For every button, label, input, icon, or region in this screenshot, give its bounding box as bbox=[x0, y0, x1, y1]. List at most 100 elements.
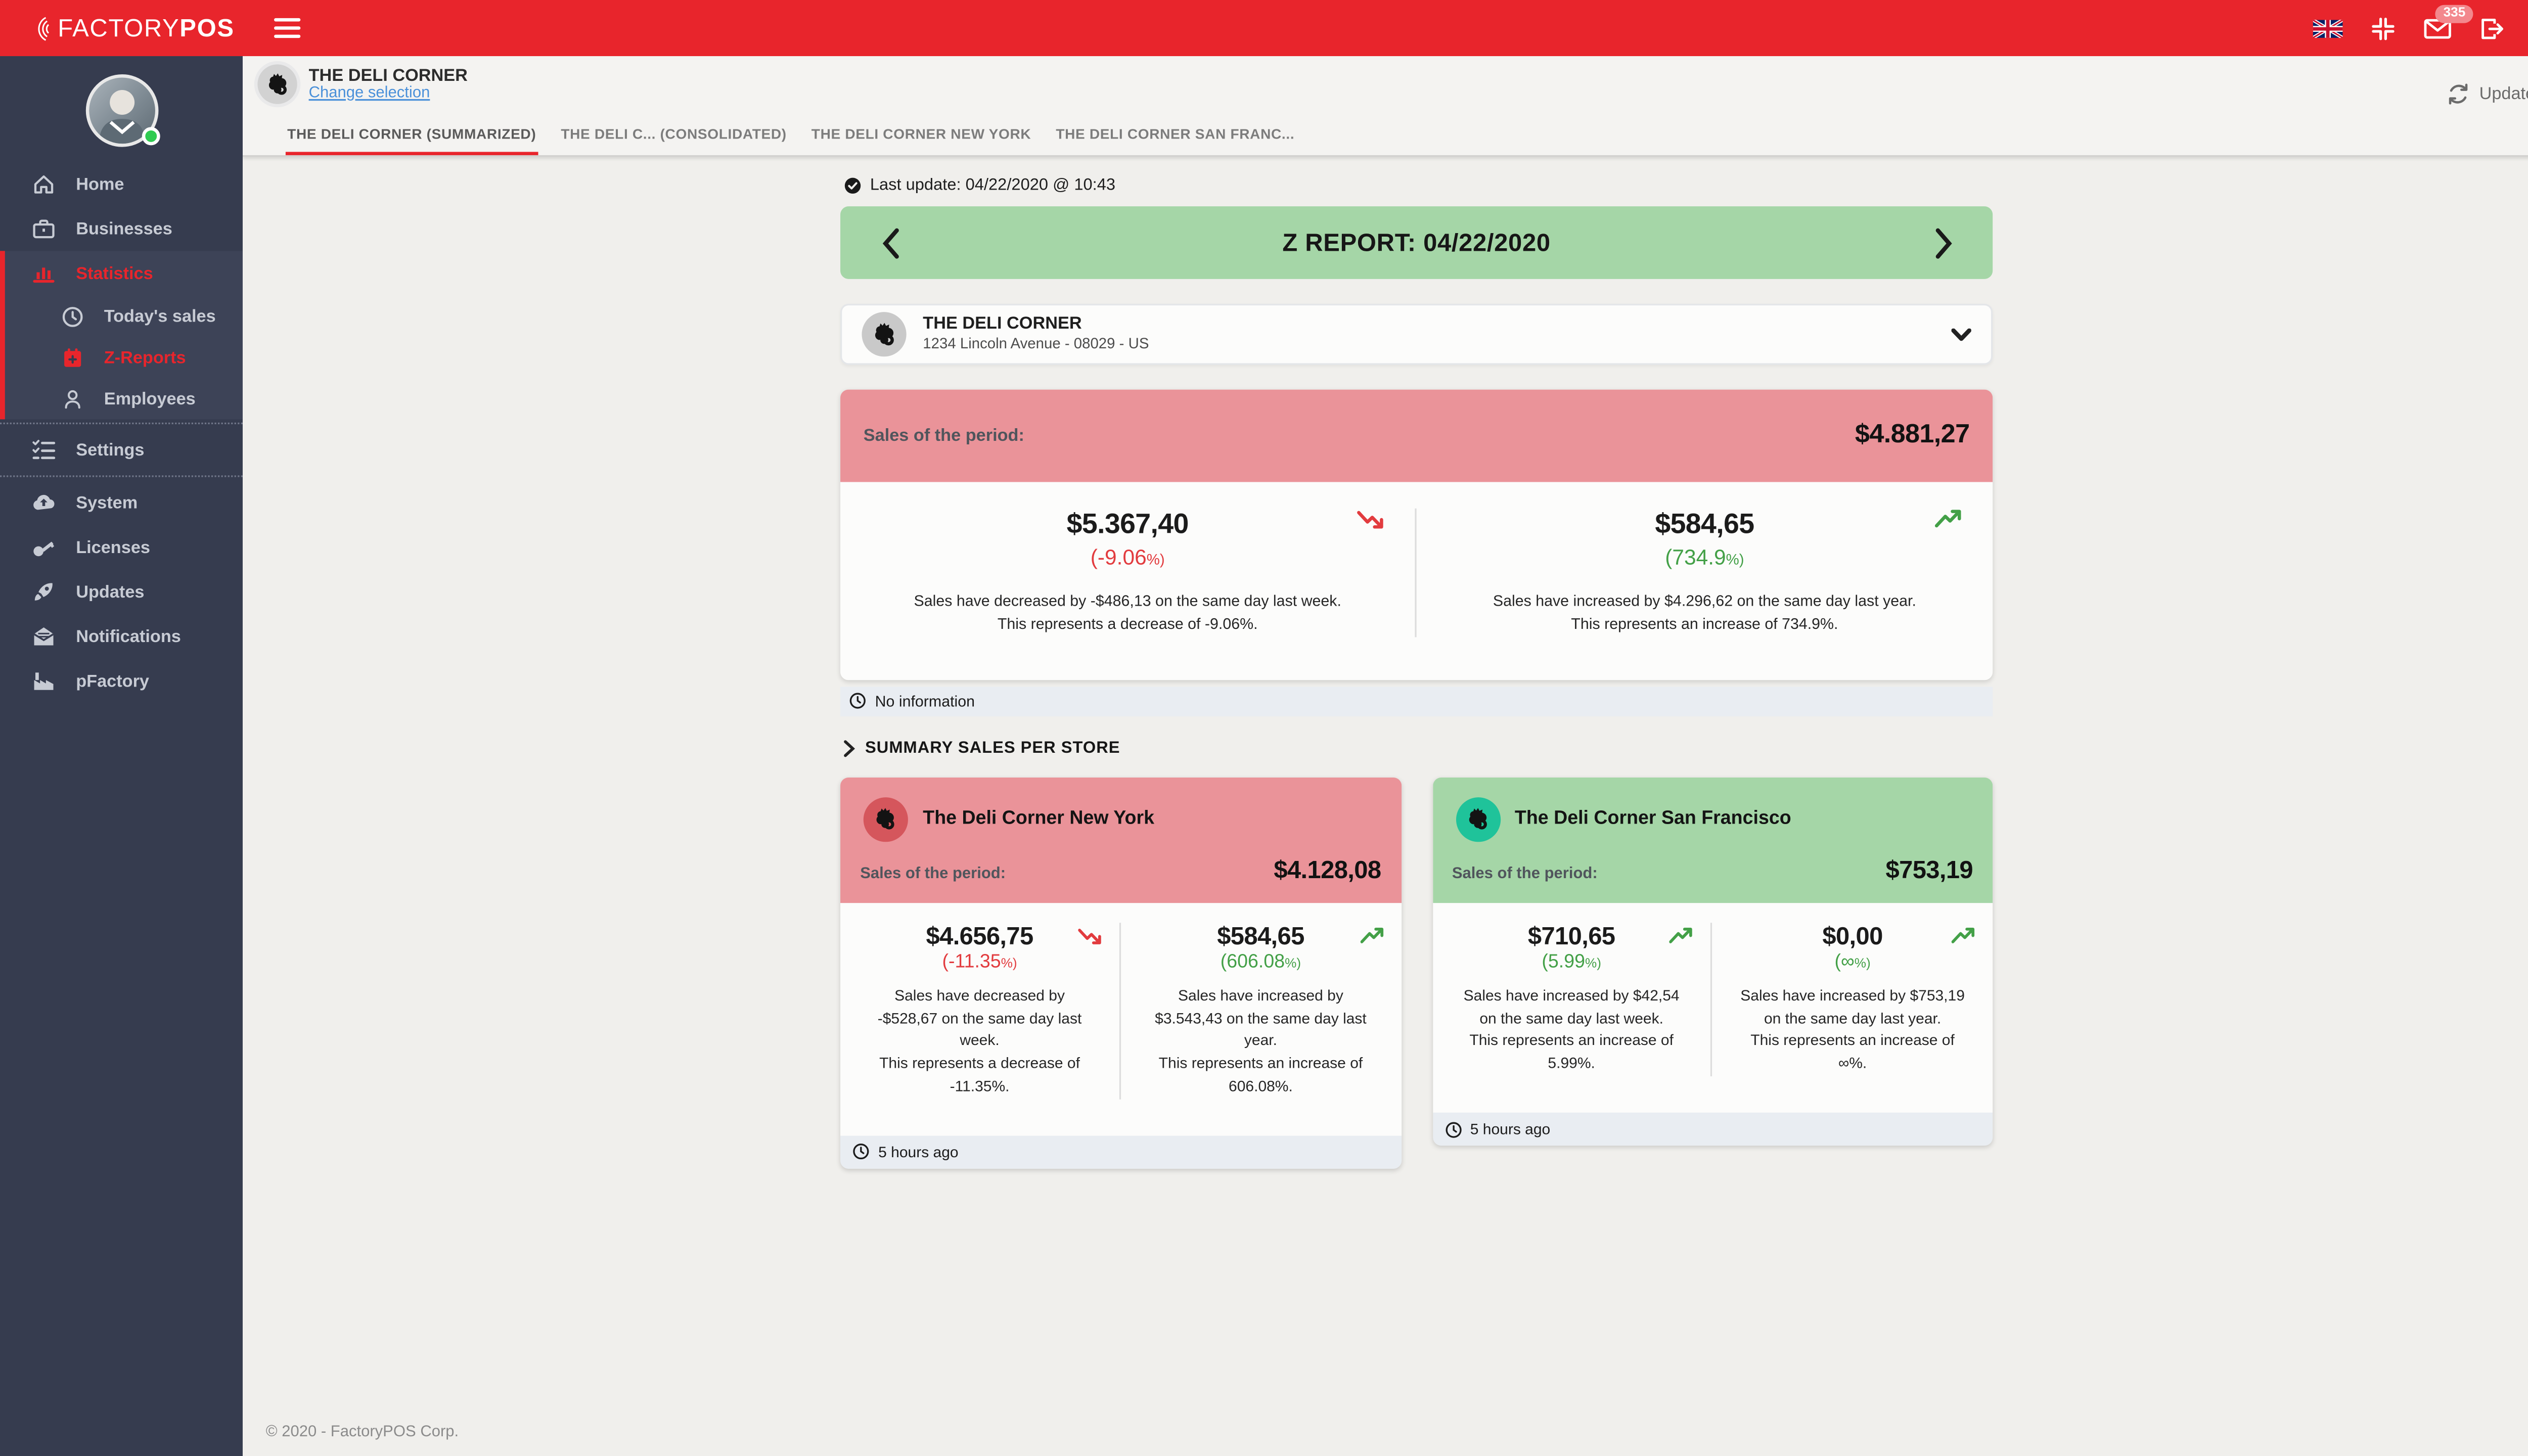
clock-icon bbox=[1444, 1120, 1462, 1139]
week-percent: (5.99%) bbox=[1542, 952, 1601, 972]
week-value: $710,65 bbox=[1527, 922, 1615, 951]
sidebar-item-notifications[interactable]: Notifications bbox=[0, 614, 243, 659]
logout-icon[interactable] bbox=[2479, 16, 2504, 40]
week-description: Sales have decreased by -$486,13 on the … bbox=[914, 593, 1341, 633]
sidebar-item-label: Licenses bbox=[76, 537, 150, 558]
refresh-icon bbox=[2446, 82, 2469, 106]
sidebar-item-statistics[interactable]: Statistics bbox=[5, 251, 163, 295]
sidebar-item-label: Home bbox=[76, 174, 124, 194]
store-updated-row: 5 hours ago bbox=[840, 1135, 1401, 1169]
sidebar-item-settings[interactable]: Settings bbox=[0, 428, 243, 472]
sidebar-item-label: Statistics bbox=[76, 263, 153, 283]
year-comparison: $584,65 (606.08%) Sales have increased b… bbox=[1120, 923, 1401, 1099]
main-area: THE DELI CORNER Change selection Update … bbox=[242, 56, 2528, 1456]
calendar-plus-icon bbox=[60, 345, 84, 370]
year-value: $584,65 bbox=[1655, 508, 1754, 540]
sidebar-item-label: Today's sales bbox=[104, 306, 216, 326]
sidebar-divider bbox=[0, 422, 243, 425]
store-selector[interactable]: THE DELI CORNER 1234 Lincoln Avenue - 08… bbox=[840, 303, 1993, 365]
week-comparison: $5.367,40 (-9.06%) Sales have decreased … bbox=[840, 508, 1417, 637]
sidebar-item-label: Z-Reports bbox=[104, 347, 186, 368]
sidebar-item-system[interactable]: System bbox=[0, 480, 243, 525]
period-label: Sales of the period: bbox=[860, 864, 1006, 883]
last-update-row: Last update: 04/22/2020 @ 10:43 bbox=[844, 176, 1993, 195]
period-label: Sales of the period: bbox=[1452, 864, 1598, 883]
sidebar-item-label: Employees bbox=[104, 388, 196, 409]
store-logo bbox=[1455, 797, 1500, 842]
year-percent: (606.08%) bbox=[1220, 952, 1301, 972]
sidebar-item-pfactory[interactable]: pFactory bbox=[0, 659, 243, 703]
summary-comparisons: $5.367,40 (-9.06%) Sales have decreased … bbox=[840, 482, 1993, 680]
language-flag-icon[interactable] bbox=[2313, 19, 2343, 37]
year-comparison: $0,00 (∞%) Sales have increased by $753,… bbox=[1712, 923, 1993, 1076]
user-avatar[interactable] bbox=[85, 74, 160, 147]
store-tabs: THE DELI CORNER (SUMMARIZED) THE DELI C.… bbox=[285, 125, 1296, 155]
business-name: THE DELI CORNER bbox=[308, 65, 468, 85]
clock-icon bbox=[848, 692, 867, 710]
compress-screen-icon[interactable] bbox=[2371, 16, 2396, 40]
messages-icon[interactable]: 335 bbox=[2423, 4, 2474, 38]
briefcase-icon bbox=[31, 216, 56, 241]
store-comparisons: $4.656,75 (-11.35%) Sales have decreased… bbox=[840, 902, 1401, 1135]
tab-deli-corner-consolidated[interactable]: THE DELI C... (CONSOLIDATED) bbox=[559, 125, 788, 155]
store-name: The Deli Corner New York bbox=[923, 808, 1155, 829]
period-label: Sales of the period: bbox=[863, 426, 1024, 446]
year-description: Sales have increased by $3.543,43 on the… bbox=[1155, 987, 1367, 1095]
sidebar-item-businesses[interactable]: Businesses bbox=[0, 206, 243, 251]
rocket-icon bbox=[31, 579, 56, 604]
year-percent: (∞%) bbox=[1834, 952, 1871, 972]
update-all-button[interactable]: Update all bbox=[2436, 81, 2528, 107]
chevron-right-icon bbox=[1934, 227, 1952, 258]
change-selection-link[interactable]: Change selection bbox=[308, 83, 430, 102]
sidebar-item-employees[interactable]: Employees bbox=[5, 378, 206, 420]
sidebar-item-label: System bbox=[76, 492, 138, 513]
sidebar-item-home[interactable]: Home bbox=[0, 162, 243, 206]
sidebar-divider bbox=[0, 475, 243, 477]
messages-badge: 335 bbox=[2435, 4, 2474, 23]
store-card-new-york: The Deli Corner New York Sales of the pe… bbox=[840, 777, 1401, 1169]
period-value: $4.128,08 bbox=[1274, 856, 1381, 885]
week-description: Sales have decreased by -$528,67 on the … bbox=[877, 987, 1082, 1095]
sidebar-item-z-reports[interactable]: Z-Reports bbox=[5, 337, 196, 378]
clock-icon bbox=[60, 304, 84, 329]
store-comparisons: $710,65 (5.99%) Sales have increased by … bbox=[1432, 902, 1993, 1113]
store-selector-name: THE DELI CORNER bbox=[923, 314, 1082, 334]
store-updated-row: 5 hours ago bbox=[1432, 1112, 1993, 1146]
chevron-right-icon bbox=[844, 739, 855, 757]
next-report-button[interactable] bbox=[1907, 206, 1979, 279]
person-icon bbox=[60, 386, 84, 411]
store-logo bbox=[862, 312, 907, 357]
z-report-banner: Z REPORT: 04/22/2020 bbox=[840, 206, 1993, 279]
last-update-text: Last update: 04/22/2020 @ 10:43 bbox=[870, 176, 1116, 195]
week-percent: (-11.35%) bbox=[942, 952, 1017, 972]
hamburger-menu-icon[interactable] bbox=[274, 18, 301, 38]
previous-report-button[interactable] bbox=[853, 206, 926, 279]
period-sales-band: Sales of the period: $4.881,27 bbox=[840, 389, 1993, 482]
sidebar-item-todays-sales[interactable]: Today's sales bbox=[5, 295, 225, 337]
chevron-down-icon bbox=[1952, 328, 1971, 341]
z-report-title: Z REPORT: 04/22/2020 bbox=[1282, 229, 1551, 257]
period-value: $753,19 bbox=[1885, 856, 1973, 885]
store-updated-text: 5 hours ago bbox=[1470, 1121, 1551, 1138]
business-header: THE DELI CORNER Change selection bbox=[257, 64, 468, 104]
summary-per-store-toggle[interactable]: SUMMARY SALES PER STORE bbox=[844, 739, 1993, 757]
sidebar-nav: Home Businesses Statistics Today's sales… bbox=[0, 162, 243, 703]
week-value: $5.367,40 bbox=[1066, 508, 1189, 540]
week-description: Sales have increased by $42,54 on the sa… bbox=[1463, 987, 1680, 1072]
sidebar-item-updates[interactable]: Updates bbox=[0, 570, 243, 614]
brand-text-bold: POS bbox=[179, 14, 235, 42]
business-logo bbox=[257, 64, 297, 104]
tab-deli-corner-new-york[interactable]: THE DELI CORNER NEW YORK bbox=[810, 125, 1033, 155]
factory-icon bbox=[31, 668, 56, 693]
trend-arrow-icon bbox=[1077, 926, 1102, 945]
summary-per-store-label: SUMMARY SALES PER STORE bbox=[865, 739, 1120, 758]
sidebar-item-label: Businesses bbox=[76, 218, 172, 239]
store-card-san-francisco: The Deli Corner San Francisco Sales of t… bbox=[1432, 777, 1993, 1146]
sidebar-item-licenses[interactable]: Licenses bbox=[0, 525, 243, 569]
tab-deli-corner-summarized[interactable]: THE DELI CORNER (SUMMARIZED) bbox=[285, 125, 538, 155]
trend-arrow-icon bbox=[1357, 509, 1385, 530]
online-status-dot bbox=[141, 127, 160, 146]
year-value: $584,65 bbox=[1217, 922, 1304, 951]
tab-deli-corner-san-francisco[interactable]: THE DELI CORNER SAN FRANC... bbox=[1054, 125, 1296, 155]
year-description: Sales have increased by $753,19 on the s… bbox=[1740, 987, 1965, 1072]
